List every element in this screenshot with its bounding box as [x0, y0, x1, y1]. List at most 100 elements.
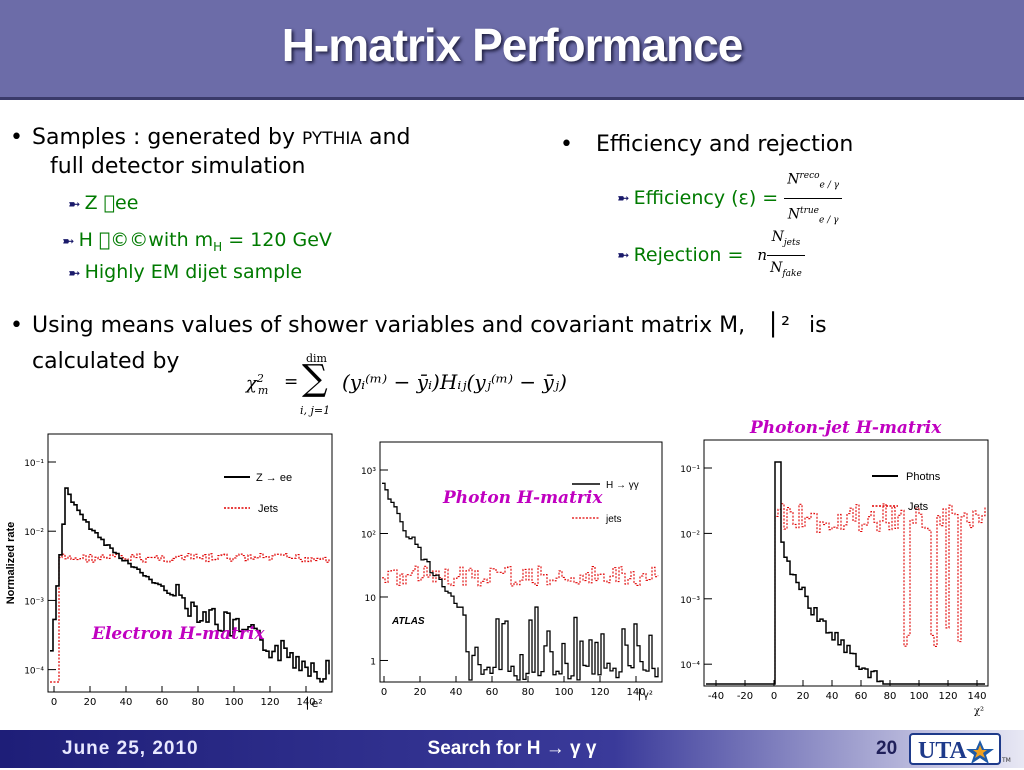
plot-photonjet-svg: 10⁻¹ 10⁻² 10⁻³ 10⁻⁴ -40 -20 0 20 40 60 80 100 120 140…	[680, 439, 989, 717]
rejection-fraction: Njets Nfake	[767, 225, 805, 286]
x-tick-label: 140	[967, 691, 986, 702]
x-tick-label: -40	[708, 691, 724, 702]
x-tick-label: 120	[260, 697, 279, 708]
samples-bullet: • Samples : generated by PYTHIA and full …	[10, 124, 530, 181]
plot-frame	[379, 441, 663, 683]
efficiency-bullet: • Efficiency and rejection	[560, 131, 853, 159]
arrow-icon: ➼	[68, 264, 81, 282]
rejection-denominator: Nfake	[767, 256, 805, 286]
atlas-label: ATLAS	[391, 616, 425, 627]
y-tick-label: 10⁻¹	[680, 465, 700, 475]
plot-frame	[703, 439, 989, 687]
plot-photon: 10³ 10² 10 1 0 20 40 60 80 100 120 140 H → γγ jets ATL…	[344, 428, 668, 718]
formula-chi: χ	[246, 373, 257, 394]
series-zee	[50, 487, 330, 683]
x-tick-label: 40	[120, 697, 133, 708]
series-jets	[382, 565, 659, 587]
efficiency-denominator-symbol: N	[787, 206, 800, 223]
sub-zee: ➼ Z  ee	[68, 191, 138, 216]
means-line2: calculated by	[32, 349, 180, 374]
uta-logo-icon: UTA TM	[909, 733, 1011, 765]
axis-symbol-electron: ⎢e²	[306, 697, 323, 710]
sub-dijet: ➼ Highly EM dijet sample	[68, 260, 302, 285]
legend-signal-label: Photns	[906, 471, 941, 483]
pythia-text: PYTHIA	[301, 129, 363, 149]
chi2-symbol: ⎢²	[770, 313, 790, 338]
sub-higgs-mass: = 120 GeV	[222, 229, 332, 251]
means-text: Using means values of shower variables a…	[32, 313, 746, 338]
x-tick-label: -20	[737, 691, 753, 702]
means-bullet: • Using means values of shower variables …	[10, 312, 1010, 340]
efficiency-numerator-sub: e / γ	[819, 180, 840, 191]
title-bar: H-matrix Performance	[0, 0, 1024, 100]
x-tick-label: 60	[855, 691, 868, 702]
formula-sum-top: dim	[306, 352, 327, 365]
x-tick-label: 0	[381, 687, 387, 698]
chi2-formula: χ2m = dim ∑ i, j=1 (yᵢ⁽ᵐ⁾ − ȳᵢ)Hᵢⱼ(yⱼ⁽ᵐ⁾…	[246, 352, 626, 424]
x-tick-label: 100	[909, 691, 928, 702]
label-electron-hmatrix: Electron H-matrix	[92, 624, 265, 644]
plot-electron: Normalized rate 10⁻¹ 10⁻² 10⁻³ 10⁻⁴ 0 20 40 60 80…	[2, 422, 340, 722]
y-tick-label: 10⁻⁴	[680, 661, 700, 671]
page-number: 20	[876, 738, 898, 759]
rejection-denominator-symbol: N	[770, 259, 783, 276]
legend-signal-label: H → γγ	[606, 480, 639, 491]
x-tick-label: 20	[84, 697, 97, 708]
rejection-numerator-symbol: N	[771, 228, 784, 245]
y-tick-label: 10³	[361, 467, 376, 477]
series-jets	[50, 552, 330, 683]
series-photons	[706, 461, 985, 685]
formula-lhs-sub: m	[257, 383, 269, 397]
svg-text:TM: TM	[1001, 757, 1011, 764]
uta-logo: UTA TM	[908, 732, 1018, 766]
y-tick-label: 10⁻³	[680, 596, 700, 606]
footer-bar: June 25, 2010 Search for H → γ γ 20	[0, 730, 1024, 768]
x-tick-label: 100	[554, 687, 573, 698]
x-tick-label: 60	[156, 697, 169, 708]
slide-title: H-matrix Performance	[281, 19, 744, 71]
series-jets	[706, 503, 986, 685]
samples-text: Samples : generated by	[32, 125, 302, 150]
y-tick-label: 1	[370, 657, 376, 667]
efficiency-label: Efficiency (ε) =	[633, 187, 779, 209]
legend-background-label: Jets	[908, 501, 929, 513]
y-tick-label: 10²	[361, 530, 376, 540]
x-tick-label: 140	[296, 697, 315, 708]
x-axis-label: χ²	[974, 706, 984, 717]
efficiency-fraction: Nrecoe / γ Ntruee / γ	[784, 164, 843, 232]
sum-icon: ∑	[302, 358, 328, 399]
y-tick-label: 10⁻⁴	[24, 667, 44, 677]
formula-lhs-sup: 2	[256, 372, 264, 385]
efficiency-numerator: Nrecoe / γ	[784, 164, 843, 199]
y-tick-label: 10	[365, 594, 377, 604]
legend-background-label: jets	[605, 514, 622, 525]
bullet-dot: •	[560, 132, 573, 157]
x-tick-label: 40	[826, 691, 839, 702]
footer-title: Search for H → γ γ	[427, 738, 597, 759]
y-tick-label: 10⁻³	[24, 597, 44, 607]
series-higgs	[382, 482, 659, 681]
footer-date: June 25, 2010	[62, 738, 199, 759]
rejection-n: n	[757, 246, 768, 264]
y-tick-label: 10⁻²	[680, 530, 700, 540]
means-is: is	[808, 313, 827, 338]
label-photon-hmatrix: Photon H-matrix	[443, 488, 603, 508]
arrow-icon: ➼	[62, 232, 75, 250]
efficiency-numerator-sup: reco	[799, 171, 820, 182]
bullet-dot: •	[10, 313, 23, 338]
plot-photonjet: 10⁻¹ 10⁻² 10⁻³ 10⁻⁴ -40 -20 0 20 40 60 80 100 120 140…	[676, 436, 1020, 720]
x-tick-label: 20	[414, 687, 427, 698]
formula-body: (yᵢ⁽ᵐ⁾ − ȳᵢ)Hᵢⱼ(yⱼ⁽ᵐ⁾ − ȳⱼ)	[342, 370, 567, 394]
rejection-denominator-sub: fake	[782, 268, 802, 279]
rejection-formula: ➼ Rejection = n Njets Nfake	[617, 226, 805, 284]
rejection-label: Rejection =	[633, 244, 744, 266]
x-tick-label: 120	[590, 687, 609, 698]
x-tick-label: 80	[884, 691, 897, 702]
efficiency-bullet-text: Efficiency and rejection	[596, 132, 854, 157]
arrow-icon: ➼	[68, 195, 81, 213]
sub-dijet-text: Highly EM dijet sample	[84, 261, 303, 283]
rejection-numerator-sub: jets	[783, 237, 801, 248]
sub-higgs: ➼ H  ©©with mH = 120 GeV	[62, 228, 332, 259]
x-tick-label: 100	[224, 697, 243, 708]
y-axis-label: Normalized rate	[5, 522, 17, 605]
